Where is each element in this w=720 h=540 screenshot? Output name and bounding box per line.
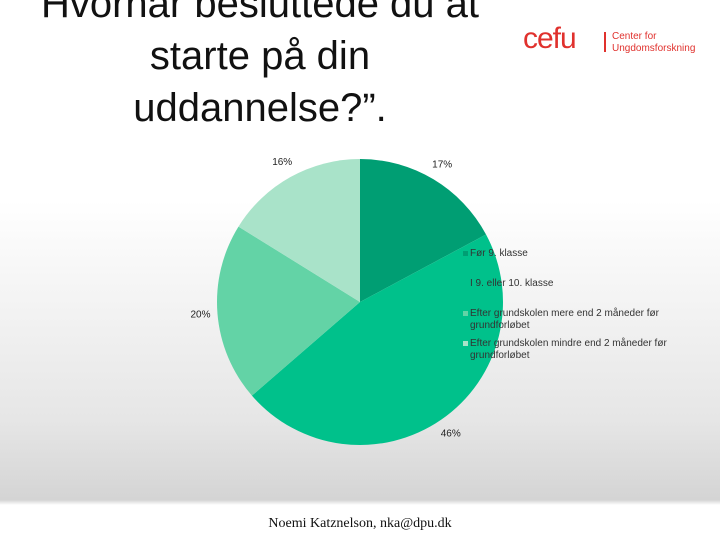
legend-label: I 9. eller 10. klasse (470, 278, 554, 289)
logo-subtitle: Center for Ungdomsforskning (612, 31, 712, 55)
logo-separator (604, 32, 606, 52)
legend-item: Før 9. klasse (463, 248, 678, 260)
footer: Noemi Katznelson, nka@dpu.dk (268, 516, 452, 531)
data-label: 46% (441, 428, 461, 439)
title-line: Hvornår besluttede du at (40, 0, 480, 26)
data-label: 17% (432, 159, 452, 170)
data-label: 20% (190, 309, 210, 320)
logo-line: Ungdomsforskning (612, 43, 696, 54)
logo-line: Center for (612, 31, 657, 42)
legend-swatch (463, 311, 468, 316)
legend-label: Før 9. klasse (470, 248, 528, 259)
title-line: starte på din (149, 34, 371, 78)
legend-label: Efter grundskolen mere end 2 måneder før… (470, 308, 659, 331)
legend-item: Efter grundskolen mindre end 2 måneder f… (463, 338, 678, 362)
pie-slice (216, 226, 360, 396)
title-line: uddannelse?”. (133, 86, 387, 130)
pie-slice (251, 234, 503, 445)
pie-slice (238, 159, 360, 302)
data-label: 16% (272, 157, 292, 168)
pie-slice (360, 159, 487, 302)
slide-title: Hvornår besluttede du at starte på din udd… (0, 0, 520, 134)
logo: cefu (523, 22, 577, 55)
legend-item: I 9. eller 10. klasse (463, 278, 678, 290)
legend-swatch (463, 281, 468, 286)
legend-swatch (463, 251, 468, 256)
legend-label: Efter grundskolen mindre end 2 måneder f… (470, 338, 667, 361)
legend-swatch (463, 341, 468, 346)
legend-item: Efter grundskolen mere end 2 måneder før… (463, 308, 678, 332)
